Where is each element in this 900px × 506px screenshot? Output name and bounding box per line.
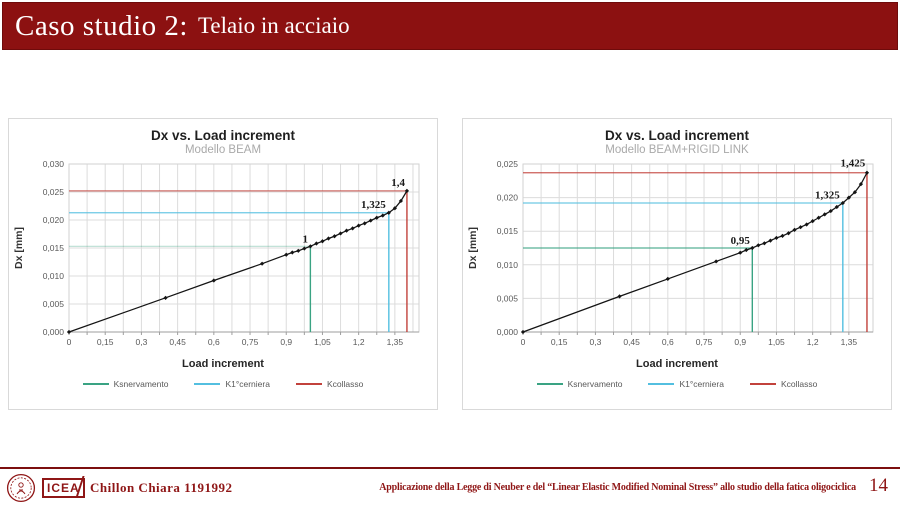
svg-text:0,025: 0,025 bbox=[497, 159, 519, 169]
svg-text:0: 0 bbox=[521, 337, 526, 347]
chart-panel-modello-beam-rigid-link: Dx vs. Load increment Modello BEAM+RIGID… bbox=[462, 118, 892, 410]
x-axis-title: Load increment bbox=[182, 358, 264, 370]
legend-item-ksnervamento: Ksnervamento bbox=[536, 379, 623, 389]
annotation-ksnervamento: 0,95 bbox=[731, 235, 751, 247]
svg-text:1,2: 1,2 bbox=[353, 337, 365, 347]
svg-text:0,6: 0,6 bbox=[208, 337, 220, 347]
svg-text:0,9: 0,9 bbox=[734, 337, 746, 347]
annotation-ksnervamento: 1 bbox=[302, 233, 308, 245]
svg-text:0,020: 0,020 bbox=[43, 215, 65, 225]
svg-text:0,020: 0,020 bbox=[497, 193, 519, 203]
svg-text:0,6: 0,6 bbox=[662, 337, 674, 347]
legend-item-k1-cerniera: K1°cerniera bbox=[648, 379, 724, 389]
legend-label: Kcollasso bbox=[780, 379, 818, 389]
svg-text:0,015: 0,015 bbox=[497, 226, 519, 236]
annotation-kcollasso: 1,425 bbox=[841, 158, 866, 170]
page-number: 14 bbox=[869, 475, 888, 496]
tick-labels: 0 0,15 0,3 0,45 0,6 0,75 0,9 1,05 1,2 1,35 0,000 0,… bbox=[497, 159, 858, 347]
svg-text:1,35: 1,35 bbox=[387, 337, 404, 347]
chart-panel-modello-beam: Dx vs. Load increment Modello BEAM 0 0,15… bbox=[8, 118, 438, 410]
legend-label: Kcollasso bbox=[326, 379, 364, 389]
svg-text:0,15: 0,15 bbox=[97, 337, 114, 347]
legend-label: Ksnervamento bbox=[567, 379, 623, 389]
legend-label: K1°cerniera bbox=[679, 379, 724, 389]
reference-line-kcollasso bbox=[69, 190, 408, 332]
legend-swatch bbox=[648, 383, 675, 385]
reference-line-ksnervamento bbox=[69, 245, 312, 332]
chart-legend: Ksnervamento K1°cerniera Kcollasso bbox=[9, 379, 437, 389]
reference-line-ksnervamento bbox=[523, 247, 754, 332]
legend-label: K1°cerniera bbox=[225, 379, 270, 389]
legend-swatch bbox=[194, 383, 221, 385]
tick-labels: 0 0,15 0,3 0,45 0,6 0,75 0,9 1,05 1,2 1,35 0,000 0,… bbox=[43, 159, 404, 347]
svg-text:0,005: 0,005 bbox=[43, 299, 65, 309]
chart-plot-area: 0 0,15 0,3 0,45 0,6 0,75 0,9 1,05 1,2 1,35 0,000 0,… bbox=[467, 158, 874, 347]
axes bbox=[68, 331, 419, 335]
legend-swatch bbox=[749, 383, 776, 385]
legend-swatch bbox=[82, 383, 109, 385]
gridlines bbox=[68, 163, 420, 333]
svg-text:0,030: 0,030 bbox=[43, 159, 65, 169]
legend-swatch bbox=[536, 383, 563, 385]
reference-line-k1-cerniera bbox=[523, 202, 844, 332]
svg-text:0,005: 0,005 bbox=[497, 293, 519, 303]
slide-footer: ICEA Chillon Chiara 1191992 Applicazione… bbox=[0, 470, 900, 506]
legend-item-ksnervamento: Ksnervamento bbox=[82, 379, 169, 389]
svg-text:0,75: 0,75 bbox=[696, 337, 713, 347]
footer-thesis-title: Applicazione della Legge di Neuber e del… bbox=[379, 482, 856, 493]
y-axis-title: Dx [mm] bbox=[467, 227, 479, 269]
reference-line-kcollasso bbox=[523, 172, 868, 332]
chart-subtitle: Modello BEAM+RIGID LINK bbox=[605, 144, 749, 156]
axes bbox=[522, 331, 873, 335]
svg-text:0,45: 0,45 bbox=[169, 337, 186, 347]
legend-item-kcollasso: Kcollasso bbox=[749, 379, 818, 389]
svg-text:0,75: 0,75 bbox=[242, 337, 259, 347]
legend-swatch bbox=[295, 383, 322, 385]
footer-author: Chillon Chiara 1191992 bbox=[90, 480, 233, 495]
x-axis-title: Load increment bbox=[636, 358, 718, 370]
chart-subtitle: Modello BEAM bbox=[184, 144, 262, 156]
slide-title: Caso studio 2: bbox=[15, 9, 188, 42]
svg-text:0,010: 0,010 bbox=[497, 260, 519, 270]
footer-divider bbox=[0, 467, 900, 469]
data-series-dx bbox=[66, 188, 410, 335]
svg-text:0,010: 0,010 bbox=[43, 271, 65, 281]
svg-text:0,025: 0,025 bbox=[43, 187, 65, 197]
chart-legend: Ksnervamento K1°cerniera Kcollasso bbox=[463, 379, 891, 389]
svg-text:0,3: 0,3 bbox=[135, 337, 147, 347]
svg-text:0,000: 0,000 bbox=[497, 327, 519, 337]
svg-text:1,35: 1,35 bbox=[841, 337, 858, 347]
chart-title: Dx vs. Load increment bbox=[150, 128, 296, 143]
university-seal-logo bbox=[6, 473, 36, 503]
legend-item-kcollasso: Kcollasso bbox=[295, 379, 364, 389]
svg-text:0,015: 0,015 bbox=[43, 243, 65, 253]
icea-logo: ICEA bbox=[42, 478, 85, 498]
svg-text:1,05: 1,05 bbox=[768, 337, 785, 347]
y-axis-title: Dx [mm] bbox=[13, 227, 25, 269]
svg-text:0: 0 bbox=[67, 337, 72, 347]
legend-label: Ksnervamento bbox=[113, 379, 169, 389]
chart-plot-area: 0 0,15 0,3 0,45 0,6 0,75 0,9 1,05 1,2 1,35 0,000 0,… bbox=[13, 159, 420, 347]
svg-text:0,15: 0,15 bbox=[551, 337, 568, 347]
annotation-kcollasso: 1,4 bbox=[391, 177, 405, 189]
data-series-dx bbox=[520, 170, 870, 335]
reference-line-k1-cerniera bbox=[69, 212, 390, 332]
svg-text:0,000: 0,000 bbox=[43, 327, 65, 337]
svg-text:1,05: 1,05 bbox=[314, 337, 331, 347]
chart-title: Dx vs. Load increment bbox=[604, 128, 750, 143]
slide-subtitle: Telaio in acciaio bbox=[197, 13, 350, 38]
svg-text:0,3: 0,3 bbox=[589, 337, 601, 347]
gridlines bbox=[522, 163, 874, 333]
svg-text:1,2: 1,2 bbox=[807, 337, 819, 347]
slide-title-bar: Caso studio 2: Telaio in acciaio bbox=[2, 2, 898, 50]
svg-text:0,45: 0,45 bbox=[623, 337, 640, 347]
legend-item-k1-cerniera: K1°cerniera bbox=[194, 379, 270, 389]
annotation-k1-cerniera: 1,325 bbox=[815, 189, 840, 201]
annotation-k1-cerniera: 1,325 bbox=[361, 199, 386, 211]
svg-text:0,9: 0,9 bbox=[280, 337, 292, 347]
